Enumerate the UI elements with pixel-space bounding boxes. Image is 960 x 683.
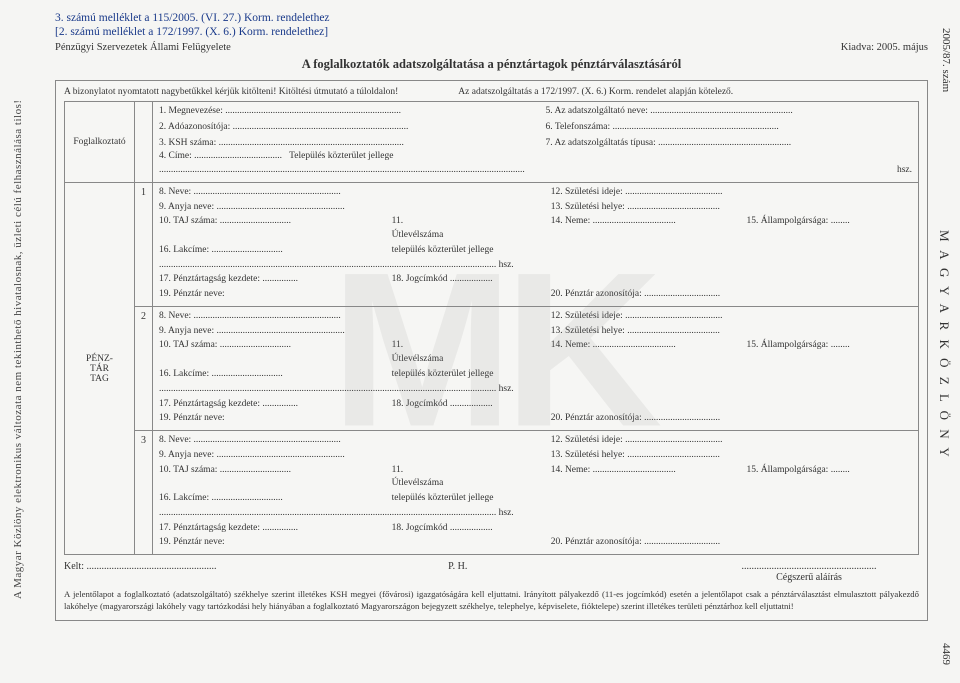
emp-addr-dots: ........................................…	[159, 164, 525, 178]
ph-stamp: P. H.	[448, 561, 467, 583]
note-left: A bizonylatot nyomtatott nagybetűkkel ké…	[64, 87, 398, 97]
header-org: Pénzügyi Szervezetek Állami Felügyelete	[55, 42, 231, 53]
right-margin-page: 4469	[940, 643, 952, 665]
member-section-label: PÉNZ- TÁR TAG	[65, 182, 135, 554]
member-2-body: 8. Neve: ...............................…	[153, 306, 918, 430]
kelt: Kelt: ..................................…	[64, 561, 217, 583]
right-margin-title: M A G Y A R K Ö Z L Ö N Y	[936, 230, 952, 460]
emp-f2: 2. Adóazonosítója: .....................…	[159, 121, 526, 135]
member-1-num: 1	[135, 182, 153, 306]
form-grid: Foglalkoztató 1. Megnevezése: ..........…	[64, 101, 919, 555]
member-3-num: 3	[135, 430, 153, 554]
member-2-num: 2	[135, 306, 153, 430]
page-content: 3. számú melléklet a 115/2005. (VI. 27.)…	[55, 12, 928, 671]
emp-f5: 5. Az adatszolgáltató neve: ............…	[546, 105, 913, 119]
header-issued: Kiadva: 2005. május	[841, 42, 928, 53]
emp-f4: 4. Címe: ...............................…	[159, 150, 912, 164]
emp-hsz: hsz.	[897, 164, 912, 178]
emp-f3: 3. KSH száma: ..........................…	[159, 137, 526, 151]
footnote: A jelentőlapot a foglalkoztató (adatszol…	[64, 589, 919, 612]
header-ref-1: 3. számú melléklet a 115/2005. (VI. 27.)…	[55, 12, 928, 24]
form-title: A foglalkoztatók adatszolgáltatása a pén…	[55, 57, 928, 72]
header-ref-2: [2. számú melléklet a 172/1997. (X. 6.) …	[55, 26, 928, 38]
emp-f6: 6. Telefonszáma: .......................…	[546, 121, 913, 135]
right-margin-issue: 2005/87. szám	[940, 28, 952, 92]
signature-row: Kelt: ..................................…	[64, 561, 919, 583]
note-right: Az adatszolgáltatás a 172/1997. (X. 6.) …	[458, 87, 733, 97]
emp-f7: 7. Az adatszolgáltatás típusa: .........…	[546, 137, 913, 151]
employer-body: 1. Megnevezése: ........................…	[153, 102, 918, 182]
signature-label: Cégszerű aláírás	[699, 572, 919, 583]
signature-block: ........................................…	[699, 561, 919, 583]
form-box: MK A bizonylatot nyomtatott nagybetűkkel…	[55, 80, 928, 621]
member-3-body: 8. Neve: ...............................…	[153, 430, 918, 554]
employer-spacer	[135, 102, 153, 182]
emp-f1: 1. Megnevezése: ........................…	[159, 105, 526, 119]
member-1-body: 8. Neve: ...............................…	[153, 182, 918, 306]
employer-label: Foglalkoztató	[65, 102, 135, 182]
left-margin-text: A Magyar Közlöny elektronikus változata …	[12, 28, 42, 671]
